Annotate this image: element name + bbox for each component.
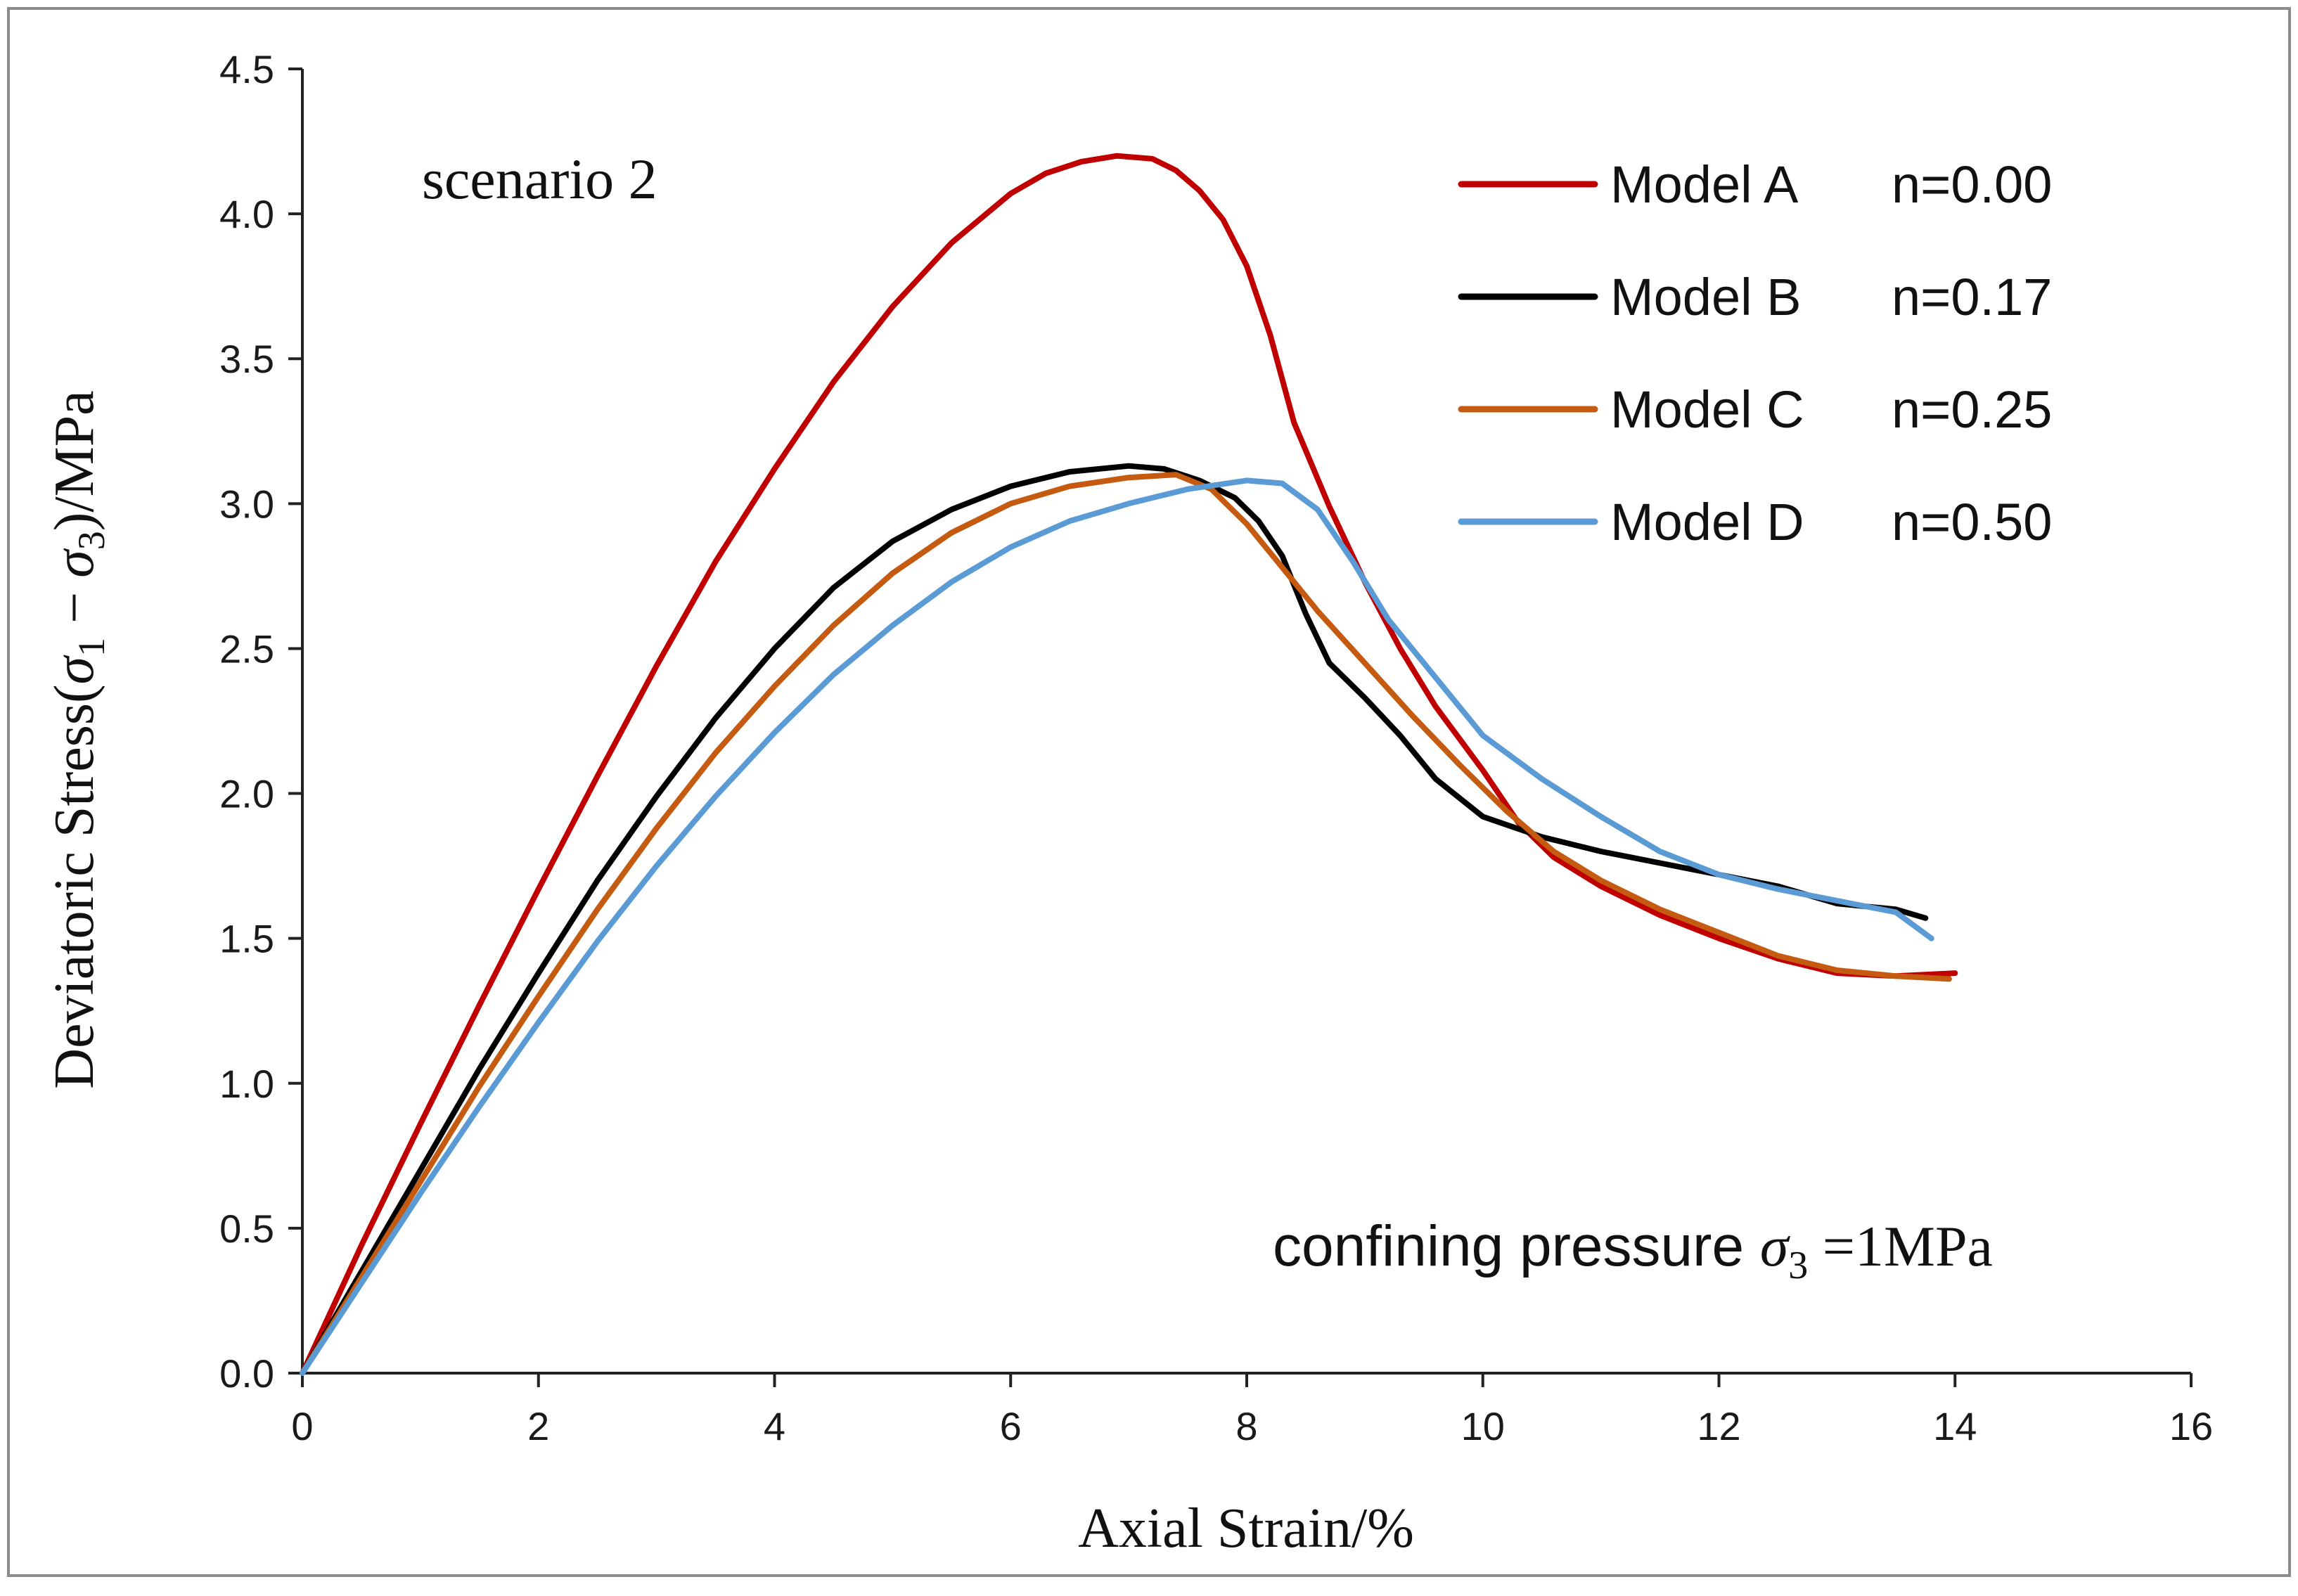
y-axis-title: Deviatoric Stress(σ1 − σ3)/MPa: [44, 390, 113, 1088]
y-tick-label: 2.5: [219, 626, 274, 671]
legend-label-model-a: Model A: [1610, 155, 1799, 214]
series-line-model-b: [300, 463, 1929, 1376]
legend-label-model-c: Model C: [1610, 380, 1804, 439]
legend-n-model-d: n=0.50: [1892, 493, 2052, 551]
y-tick-label: 3.0: [219, 482, 274, 526]
y-title-sub3: 3: [70, 531, 113, 550]
confining-value: =1MPa: [1808, 1214, 1993, 1278]
scenario-annotation: scenario 2: [422, 147, 657, 211]
y-title-sigma1: σ: [44, 655, 105, 684]
figure-border: [7, 7, 2291, 1577]
y-title-minus: −: [44, 578, 105, 638]
y-tick-label: 1.0: [219, 1062, 274, 1106]
x-tick-label: 2: [527, 1404, 549, 1448]
legend-n-model-c: n=0.25: [1892, 380, 2052, 439]
x-tick-label: 4: [764, 1404, 785, 1448]
series-line-model-c: [300, 472, 1952, 1376]
y-title-sigma3: σ: [44, 548, 105, 578]
confining-pressure-annotation: confining pressure σ3 =1MPa: [1273, 1214, 1993, 1287]
series-lines: [300, 153, 1958, 1376]
series-line-model-a: [300, 153, 1958, 1376]
y-title-prefix: Deviatoric Stress(: [44, 684, 105, 1088]
ticks: 0 2 4 6 8 10 12 14 16 0.0 0.5 1.0 1.5 2.0 2.5 3.0 3.5 4.0…: [219, 47, 2213, 1448]
x-tick-label: 16: [2169, 1404, 2213, 1448]
x-tick-label: 14: [1933, 1404, 1977, 1448]
x-tick-label: 0: [291, 1404, 313, 1448]
y-tick-label: 3.5: [219, 337, 274, 381]
x-tick-label: 12: [1697, 1404, 1740, 1448]
legend-n-model-a: n=0.00: [1892, 155, 2052, 214]
y-tick-label: 2.0: [219, 772, 274, 816]
legend: Model A n=0.00 Model B n=0.17 Model C n=0.25 M…: [1458, 155, 2052, 551]
y-tick-label: 0.0: [219, 1351, 274, 1396]
x-tick-label: 10: [1461, 1404, 1505, 1448]
confining-symbol: σ: [1760, 1214, 1791, 1278]
x-axis-title: Axial Strain/%: [1078, 1498, 1414, 1559]
confining-prefix: confining pressure: [1273, 1214, 1760, 1278]
y-title-suffix: )/MPa: [44, 390, 105, 531]
y-tick-label: 0.5: [219, 1206, 274, 1251]
series-line-model-d: [300, 477, 1934, 1376]
y-tick-label: 4.0: [219, 192, 274, 236]
y-title-sub1: 1: [70, 638, 113, 657]
confining-subscript: 3: [1788, 1244, 1808, 1287]
legend-label-model-d: Model D: [1610, 493, 1804, 551]
legend-label-model-b: Model B: [1610, 268, 1801, 326]
x-tick-label: 6: [1000, 1404, 1022, 1448]
legend-n-model-b: n=0.17: [1892, 268, 2052, 326]
y-tick-label: 1.5: [219, 917, 274, 961]
y-tick-label: 4.5: [219, 47, 274, 91]
x-tick-label: 8: [1235, 1404, 1257, 1448]
